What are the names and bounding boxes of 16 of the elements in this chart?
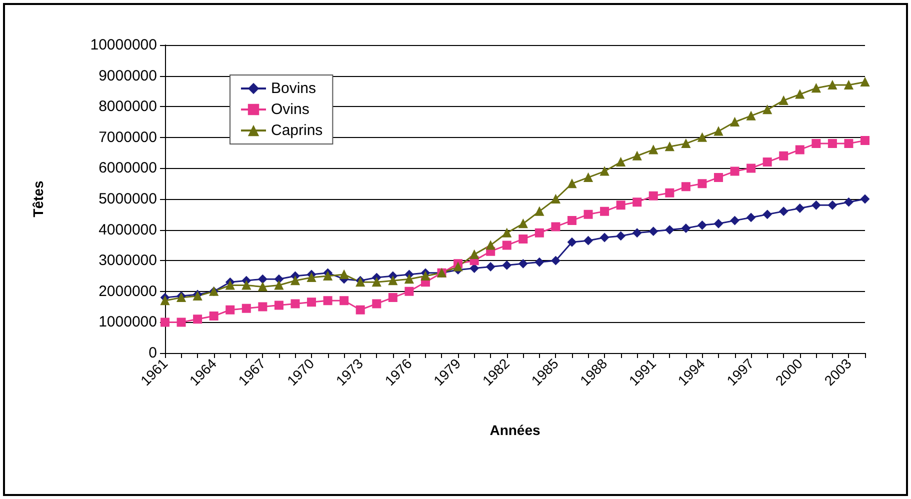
y-tick-label: 5000000 — [98, 190, 157, 208]
legend-label: Caprins — [271, 122, 323, 139]
y-tick-label: 10000000 — [90, 36, 157, 54]
y-tick-label: 0 — [148, 344, 157, 362]
y-tick-label: 1000000 — [98, 314, 157, 331]
y-tick-label: 7000000 — [98, 128, 157, 146]
y-tick-label: 6000000 — [98, 160, 157, 177]
legend-label: Ovins — [271, 101, 310, 118]
y-axis-title: Têtes — [30, 180, 46, 218]
legend-label: Bovins — [271, 80, 316, 97]
y-tick-label: 3000000 — [98, 252, 157, 270]
y-tick-label: 9000000 — [98, 67, 157, 84]
y-tick-label: 4000000 — [98, 221, 157, 238]
y-tick-label: 8000000 — [98, 98, 157, 116]
y-tick-label: 2000000 — [98, 282, 157, 300]
x-axis-title: Années — [490, 422, 540, 438]
